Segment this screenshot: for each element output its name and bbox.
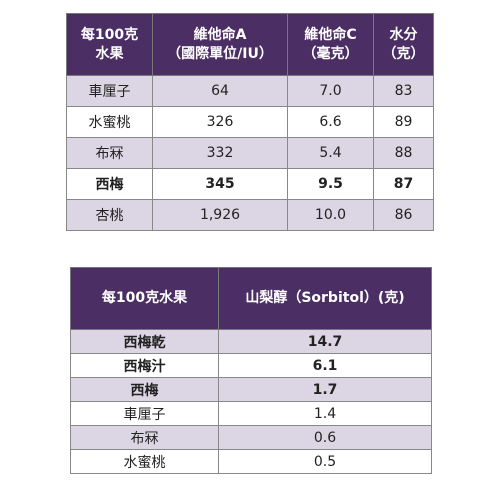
table-row: 車厘子 1.4 [70, 401, 432, 426]
table-cell: 0.6 [218, 425, 432, 450]
table-cell: 0.5 [218, 449, 432, 474]
header-sorbitol: 山梨醇（Sorbitol）(克) [218, 267, 432, 330]
header-line: （克） [382, 45, 425, 62]
table-cell: 布冧 [66, 137, 153, 169]
table-cell: 332 [152, 137, 288, 169]
table-cell: 86 [373, 199, 434, 231]
table-cell: 西梅乾 [70, 329, 219, 354]
header-line: （毫克） [302, 45, 359, 62]
table-cell: 6.6 [287, 106, 374, 138]
header-fruit: 每100克水果 [70, 267, 219, 330]
table-cell: 車厘子 [70, 401, 219, 426]
table-cell: 9.5 [287, 168, 374, 200]
header-water: 水分 （克） [373, 13, 434, 76]
table-cell: 7.0 [287, 75, 374, 107]
table-row: 布冧 332 5.4 88 [66, 137, 434, 169]
table-cell: 14.7 [218, 329, 432, 354]
table-cell: 345 [152, 168, 288, 200]
table-cell: 87 [373, 168, 434, 200]
table-cell: 西梅汁 [70, 353, 219, 378]
table-cell: 水蜜桃 [70, 449, 219, 474]
header-line: 水果 [95, 45, 124, 62]
vitamin-water-table: 每100克 水果 維他命A （國際單位/IU） 維他命C （毫克） 水分 （克）… [66, 13, 434, 231]
table-cell: 5.4 [287, 137, 374, 169]
header-line: 每100克 [80, 26, 139, 43]
table-row: 車厘子 64 7.0 83 [66, 75, 434, 107]
table-row: 西梅 345 9.5 87 [66, 168, 434, 200]
table-row: 西梅 1.7 [70, 377, 432, 402]
table-row: 水蜜桃 0.5 [70, 449, 432, 474]
table-cell: 車厘子 [66, 75, 153, 107]
header-line: 維他命A [193, 26, 247, 43]
table-cell: 88 [373, 137, 434, 169]
table-cell: 64 [152, 75, 288, 107]
table-cell: 1.7 [218, 377, 432, 402]
table-row: 水蜜桃 326 6.6 89 [66, 106, 434, 138]
table-cell: 83 [373, 75, 434, 107]
header-line: 水分 [389, 26, 418, 43]
header-vitamin-a: 維他命A （國際單位/IU） [152, 13, 288, 76]
table-cell: 布冧 [70, 425, 219, 450]
table-cell: 杏桃 [66, 199, 153, 231]
sorbitol-table: 每100克水果 山梨醇（Sorbitol）(克) 西梅乾 14.7 西梅汁 6.1 西梅… [70, 267, 432, 474]
table-header-row: 每100克水果 山梨醇（Sorbitol）(克) [70, 267, 432, 330]
table-cell: 西梅 [70, 377, 219, 402]
table-cell: 西梅 [66, 168, 153, 200]
table-row: 杏桃 1,926 10.0 86 [66, 199, 434, 231]
table-cell: 10.0 [287, 199, 374, 231]
table-cell: 1.4 [218, 401, 432, 426]
table-header-row: 每100克 水果 維他命A （國際單位/IU） 維他命C （毫克） 水分 （克） [66, 13, 434, 76]
table-row: 西梅乾 14.7 [70, 329, 432, 354]
header-vitamin-c: 維他命C （毫克） [287, 13, 374, 76]
table-cell: 1,926 [152, 199, 288, 231]
table-row: 布冧 0.6 [70, 425, 432, 450]
table-row: 西梅汁 6.1 [70, 353, 432, 378]
table-cell: 水蜜桃 [66, 106, 153, 138]
header-fruit: 每100克 水果 [66, 13, 153, 76]
header-line: （國際單位/IU） [167, 45, 273, 62]
header-line: 維他命C [304, 26, 357, 43]
table-cell: 326 [152, 106, 288, 138]
table-cell: 6.1 [218, 353, 432, 378]
table-cell: 89 [373, 106, 434, 138]
